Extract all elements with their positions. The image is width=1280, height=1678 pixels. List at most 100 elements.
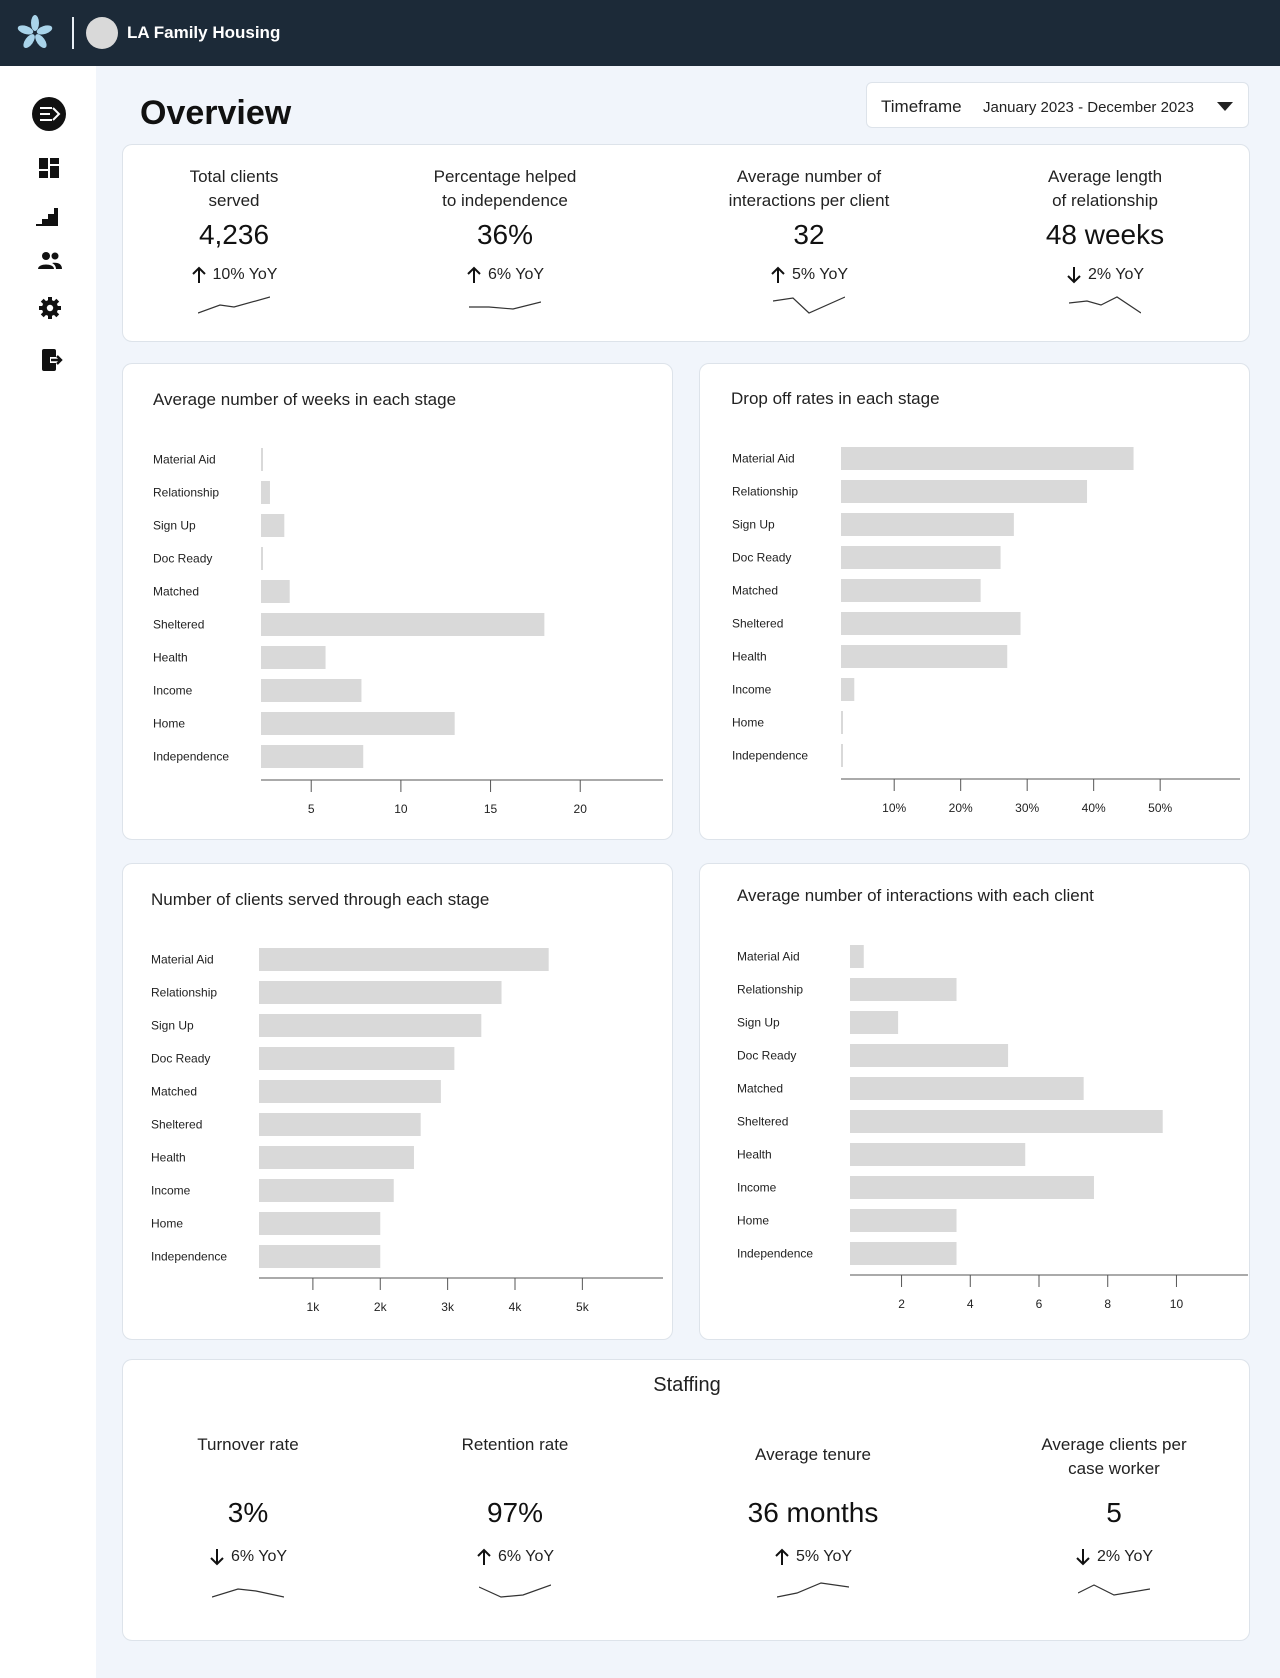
bar[interactable] <box>261 514 285 537</box>
category-label: Doc Ready <box>151 1052 210 1066</box>
bar[interactable] <box>261 712 455 735</box>
bar[interactable] <box>841 645 1008 668</box>
category-label: Sheltered <box>151 1118 202 1132</box>
bar[interactable] <box>259 1014 482 1037</box>
x-tick-label: 20 <box>574 802 588 816</box>
bar[interactable] <box>261 547 263 570</box>
org-name: LA Family Housing <box>127 23 281 42</box>
header-divider <box>72 17 74 49</box>
kpi-label-line2: interactions per client <box>728 191 890 210</box>
bar[interactable] <box>259 1212 381 1235</box>
chart-title: Drop off rates in each stage <box>731 389 940 408</box>
staff-sparkline <box>395 1581 635 1605</box>
kpi-total-clients: Total clients served 4,236 10% YoY <box>114 165 354 319</box>
bar[interactable] <box>850 1011 899 1034</box>
staff-trend: 6% YoY <box>128 1545 368 1569</box>
category-label: Home <box>151 1217 183 1231</box>
bar[interactable] <box>261 481 270 504</box>
bar[interactable] <box>850 1176 1094 1199</box>
bar[interactable] <box>850 1044 1009 1067</box>
bar[interactable] <box>841 513 1014 536</box>
chart-card-clients-served: Number of clients served through each st… <box>122 863 673 1340</box>
bar[interactable] <box>841 546 1001 569</box>
category-label: Independence <box>151 1250 227 1264</box>
staff-value: 36 months <box>747 1497 879 1528</box>
category-label: Health <box>732 650 767 664</box>
bar[interactable] <box>261 745 364 768</box>
staff-trend-text: 6% YoY <box>497 1548 555 1565</box>
kpi-sparkline <box>985 295 1225 319</box>
kpi-sparkline <box>385 295 625 319</box>
chart-card-weeks: Average number of weeks in each stage Ma… <box>122 363 673 840</box>
bar[interactable] <box>261 580 290 603</box>
bar[interactable] <box>850 1077 1084 1100</box>
bar[interactable] <box>259 1080 441 1103</box>
timeframe-select[interactable]: Timeframe January 2023 - December 2023 <box>866 82 1249 128</box>
bar[interactable] <box>259 981 502 1004</box>
bar[interactable] <box>261 448 263 471</box>
category-label: Health <box>737 1148 772 1162</box>
logout-icon[interactable] <box>40 348 64 372</box>
staff-trend-text: 2% YoY <box>1096 1548 1154 1565</box>
gear-icon[interactable] <box>38 296 62 320</box>
bar[interactable] <box>259 1179 394 1202</box>
bar[interactable] <box>259 1113 421 1136</box>
bar[interactable] <box>841 678 855 701</box>
kpi-value: 32 <box>793 219 825 250</box>
category-label: Sheltered <box>153 618 204 632</box>
bar[interactable] <box>841 612 1021 635</box>
staff-value: 97% <box>486 1497 544 1528</box>
staff-turnover: Turnover rate 3% 6% YoY <box>128 1433 368 1605</box>
stairs-icon[interactable] <box>34 204 60 228</box>
chart-title: Average number of weeks in each stage <box>153 390 457 409</box>
bar[interactable] <box>259 1245 381 1268</box>
bar[interactable] <box>841 579 981 602</box>
chevron-down-icon[interactable] <box>1217 102 1233 111</box>
arrow-down-icon <box>1067 267 1081 284</box>
staff-label-line1: Average tenure <box>755 1445 871 1464</box>
category-label: Home <box>737 1214 769 1228</box>
kpi-label: Total clients served <box>114 165 354 213</box>
avatar[interactable] <box>86 17 118 49</box>
staff-value: 3% <box>227 1497 269 1528</box>
bar[interactable] <box>259 1146 414 1169</box>
x-tick-label: 20% <box>949 801 973 815</box>
bar[interactable] <box>261 646 326 669</box>
bar[interactable] <box>259 1047 455 1070</box>
arrow-up-icon <box>771 266 785 283</box>
bar[interactable] <box>850 1242 957 1265</box>
bar[interactable] <box>850 945 864 968</box>
x-tick-label: 2 <box>898 1297 905 1311</box>
category-label: Relationship <box>737 983 803 997</box>
kpi-interactions-per-client: Average number of interactions per client… <box>689 165 929 319</box>
bar[interactable] <box>261 613 545 636</box>
x-tick-label: 6 <box>1036 1297 1043 1311</box>
bar[interactable] <box>841 480 1088 503</box>
staff-label-line1: Turnover rate <box>197 1435 299 1454</box>
category-label: Sign Up <box>151 1019 194 1033</box>
x-tick-label: 1k <box>307 1300 321 1314</box>
bar[interactable] <box>841 744 843 767</box>
category-label: Relationship <box>153 486 219 500</box>
bar[interactable] <box>841 447 1134 470</box>
logo-icon[interactable] <box>16 14 54 52</box>
bar[interactable] <box>259 948 549 971</box>
staff-sparkline <box>994 1581 1234 1605</box>
staff-retention: Retention rate 97% 6% YoY <box>395 1433 635 1605</box>
arrow-down-icon <box>210 1549 224 1566</box>
bar[interactable] <box>850 1110 1163 1133</box>
category-label: Sign Up <box>732 518 775 532</box>
staff-label: Average tenure <box>693 1433 933 1481</box>
people-icon[interactable] <box>37 250 63 272</box>
bar[interactable] <box>850 978 957 1001</box>
kpi-label: Average length of relationship <box>985 165 1225 213</box>
kpi-relationship-length: Average length of relationship 48 weeks 2… <box>985 165 1225 319</box>
bar[interactable] <box>841 711 843 734</box>
category-label: Sign Up <box>153 519 196 533</box>
bar[interactable] <box>850 1143 1026 1166</box>
menu-icon[interactable] <box>31 96 67 132</box>
bar[interactable] <box>850 1209 957 1232</box>
dashboard-icon[interactable] <box>37 156 61 180</box>
bar[interactable] <box>261 679 362 702</box>
category-label: Home <box>153 717 185 731</box>
